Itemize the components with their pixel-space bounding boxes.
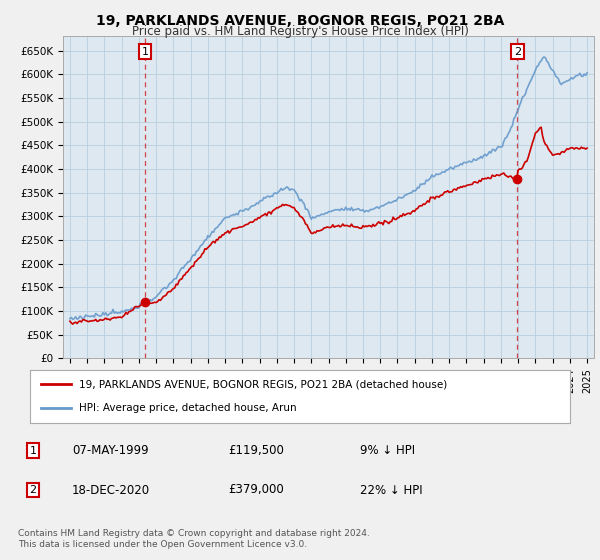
Text: 07-MAY-1999: 07-MAY-1999 [72,444,149,458]
Text: 1: 1 [29,446,37,456]
Text: 1: 1 [142,46,148,57]
Text: 19, PARKLANDS AVENUE, BOGNOR REGIS, PO21 2BA (detached house): 19, PARKLANDS AVENUE, BOGNOR REGIS, PO21… [79,380,447,390]
Text: Price paid vs. HM Land Registry's House Price Index (HPI): Price paid vs. HM Land Registry's House … [131,25,469,38]
Text: 2: 2 [29,485,37,495]
Text: £379,000: £379,000 [228,483,284,497]
Text: 9% ↓ HPI: 9% ↓ HPI [360,444,415,458]
Text: HPI: Average price, detached house, Arun: HPI: Average price, detached house, Arun [79,403,296,413]
Text: £119,500: £119,500 [228,444,284,458]
Text: 19, PARKLANDS AVENUE, BOGNOR REGIS, PO21 2BA: 19, PARKLANDS AVENUE, BOGNOR REGIS, PO21… [96,14,504,28]
Text: Contains HM Land Registry data © Crown copyright and database right 2024.
This d: Contains HM Land Registry data © Crown c… [18,529,370,549]
Text: 22% ↓ HPI: 22% ↓ HPI [360,483,422,497]
Text: 18-DEC-2020: 18-DEC-2020 [72,483,150,497]
Text: 2: 2 [514,46,521,57]
